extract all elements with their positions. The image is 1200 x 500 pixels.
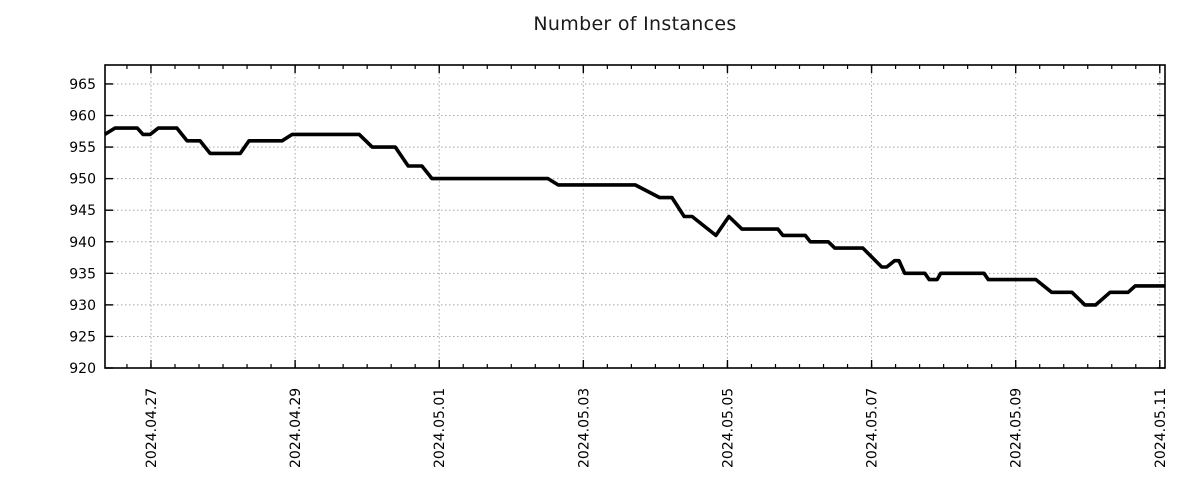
series-line-instances	[103, 126, 1165, 307]
x-tick-label: 2024.05.05	[720, 388, 736, 468]
x-tick-label: 2024.04.29	[288, 388, 304, 468]
x-tick-label: 2024.05.11	[1153, 388, 1169, 468]
x-tick-label: 2024.05.01	[432, 388, 448, 468]
y-tick-label: 935	[69, 266, 96, 282]
y-tick-label: 955	[69, 140, 96, 156]
y-tick-label: 925	[69, 329, 96, 345]
y-tick-label: 920	[69, 361, 96, 377]
x-tick-label: 2024.05.03	[576, 388, 592, 468]
y-tick-label: 930	[69, 298, 96, 314]
x-tick-label: 2024.04.27	[144, 388, 160, 468]
chart-title: Number of Instances	[533, 13, 737, 35]
x-tick-label: 2024.05.09	[1009, 388, 1025, 468]
y-tick-label: 950	[69, 172, 96, 188]
plot-border	[104, 64, 1166, 369]
y-tick-label: 945	[69, 203, 96, 219]
y-tick-label: 965	[69, 77, 96, 93]
x-tick-label: 2024.05.07	[865, 388, 881, 468]
y-tick-label: 960	[69, 109, 96, 125]
y-tick-label: 940	[69, 235, 96, 251]
